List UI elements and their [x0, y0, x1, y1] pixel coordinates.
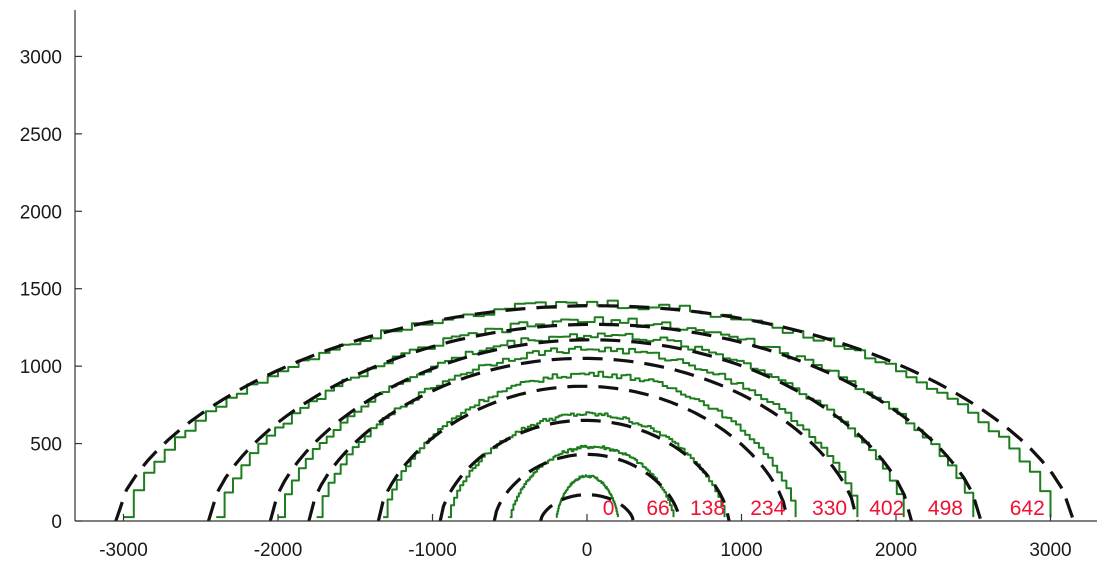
- fit-curve-330: [307, 356, 859, 522]
- front-curve-66: [509, 444, 675, 519]
- curve-label-0: 0: [603, 497, 615, 520]
- x-tick-label: 1000: [720, 540, 762, 561]
- x-tick-label: -1000: [408, 540, 457, 561]
- front-curve-234: [383, 370, 797, 519]
- fit-curve-402: [268, 338, 914, 522]
- y-tick-label: 1500: [20, 280, 62, 301]
- front-curve-642: [123, 299, 1052, 519]
- curve-label-402: 402: [869, 497, 904, 520]
- fit-curve-642: [114, 304, 1076, 522]
- front-curve-402: [278, 332, 905, 519]
- curve-label-330: 330: [812, 497, 847, 520]
- curve-label-138: 138: [690, 497, 725, 520]
- curve-label-642: 642: [1010, 497, 1045, 520]
- x-tick-label: 3000: [1029, 540, 1071, 561]
- y-tick-label: 2500: [20, 125, 62, 146]
- curve-labels: 0 66 138 234 330 402 498 642: [603, 497, 1045, 520]
- y-tick-label: 2000: [20, 202, 62, 223]
- plot-area: [114, 299, 1076, 522]
- x-tick-label: -2000: [254, 540, 303, 561]
- y-ticks: 0 500 1000 1500 2000 2500 3000: [20, 47, 82, 533]
- fit-curve-498: [206, 322, 983, 522]
- front-curve-138: [447, 411, 726, 519]
- y-tick-label: 1000: [20, 357, 62, 378]
- x-tick-label: -3000: [99, 540, 148, 561]
- fit-curve-66: [492, 452, 682, 522]
- curve-label-498: 498: [928, 497, 963, 520]
- fit-curve-138: [438, 418, 731, 522]
- y-tick-label: 500: [30, 435, 62, 456]
- y-tick-label: 0: [51, 512, 62, 533]
- curve-label-66: 66: [646, 497, 669, 520]
- x-tick-label: 2000: [875, 540, 917, 561]
- x-ticks: -3000 -2000 -1000 0 1000 2000 3000: [99, 514, 1072, 561]
- front-curve-330: [316, 345, 859, 519]
- axes: [74, 10, 1097, 522]
- curve-label-234: 234: [750, 497, 785, 520]
- front-curve-498: [216, 316, 975, 519]
- fit-curve-234: [376, 384, 790, 522]
- x-tick-label: 0: [582, 540, 593, 561]
- front-curve-0: [555, 474, 619, 519]
- y-tick-label: 3000: [20, 47, 62, 68]
